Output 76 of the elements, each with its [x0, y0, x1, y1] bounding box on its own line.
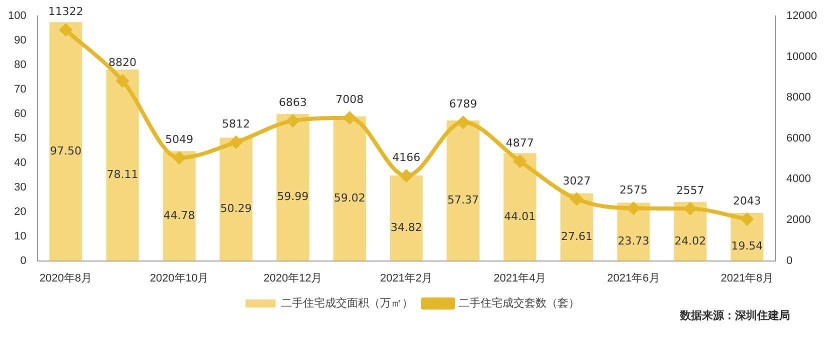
point [400, 170, 412, 182]
x-tick-label: 2021年2月 [380, 272, 433, 284]
y-tick-label: 100 [8, 10, 26, 22]
data-label: 78.11 [106, 168, 138, 182]
bar [333, 116, 366, 261]
point [173, 152, 186, 164]
data-label: 2043 [733, 194, 762, 208]
point [627, 202, 640, 214]
point [116, 74, 129, 87]
data-label: 7008 [336, 93, 364, 106]
point [684, 202, 696, 215]
legend-label: 二手住宅成交面积（万㎡） [281, 296, 413, 310]
x-tick-label: 2021年8月 [720, 272, 774, 284]
point [741, 213, 754, 226]
data-label: 57.37 [447, 193, 479, 206]
point [230, 136, 242, 148]
y-tick-label: 70 [14, 83, 26, 96]
x-tick-label: 2021年6月 [607, 272, 660, 284]
point [514, 155, 526, 168]
point [570, 193, 583, 206]
y2-tick-label: 4000 [786, 173, 811, 186]
point [457, 116, 470, 128]
point [344, 112, 356, 124]
data-label: 2575 [619, 184, 648, 197]
data-label: 59.99 [277, 190, 309, 204]
source-note: 数据来源：深圳住建局 [680, 308, 790, 323]
data-label: 27.61 [560, 230, 592, 243]
data-label: 6789 [449, 98, 478, 111]
bar [504, 153, 536, 261]
x-tick-label: 2020年8月 [39, 272, 92, 284]
y-tick-label: 20 [14, 206, 26, 218]
data-label: 5049 [165, 133, 194, 146]
y-tick-label: 40 [14, 156, 26, 169]
y-tick-label: 60 [14, 108, 26, 120]
data-label: 19.54 [731, 240, 763, 253]
data-label: 23.73 [618, 234, 650, 248]
bar [162, 151, 196, 261]
bar [390, 176, 423, 261]
y2-tick-label: 0 [786, 254, 793, 267]
bar [49, 22, 82, 261]
y-tick-label: 50 [14, 132, 26, 144]
y2-tick-label: 6000 [786, 132, 811, 144]
data-label: 4166 [392, 151, 420, 164]
data-label: 5812 [222, 118, 250, 131]
bar [220, 138, 252, 261]
bar [446, 120, 480, 261]
data-label: 11322 [48, 5, 84, 18]
data-label: 6863 [278, 96, 307, 110]
data-label: 97.50 [50, 144, 82, 158]
y-tick-label: 0 [20, 254, 26, 267]
data-label: 59.02 [334, 191, 366, 204]
data-label: 4877 [506, 136, 534, 150]
data-label: 24.02 [674, 234, 706, 248]
bar [106, 70, 139, 261]
y2-tick-label: 8000 [786, 92, 811, 104]
y-tick-label: 90 [14, 34, 26, 47]
data-label: 34.82 [390, 221, 422, 234]
bar [276, 114, 310, 261]
y-tick-label: 10 [14, 230, 26, 242]
data-label: 50.29 [220, 202, 252, 216]
point [60, 24, 72, 36]
data-label: 44.01 [504, 210, 536, 223]
data-label: 44.78 [164, 208, 196, 222]
data-label: 8820 [108, 56, 137, 70]
x-tick-label: 2020年10月 [150, 272, 209, 284]
x-tick-label: 2020年12月 [263, 272, 322, 284]
data-label: 3027 [562, 174, 591, 188]
x-tick-label: 2021年4月 [494, 272, 546, 284]
point [286, 114, 299, 127]
y2-tick-label: 10000 [786, 50, 818, 63]
y2-tick-label: 12000 [786, 10, 818, 22]
y-tick-label: 80 [14, 58, 26, 71]
data-label: 2557 [676, 184, 704, 197]
y-tick-label: 30 [14, 181, 26, 194]
y2-tick-label: 2000 [786, 214, 811, 226]
legend-label: 二手住宅成交套数（套） [458, 296, 580, 310]
